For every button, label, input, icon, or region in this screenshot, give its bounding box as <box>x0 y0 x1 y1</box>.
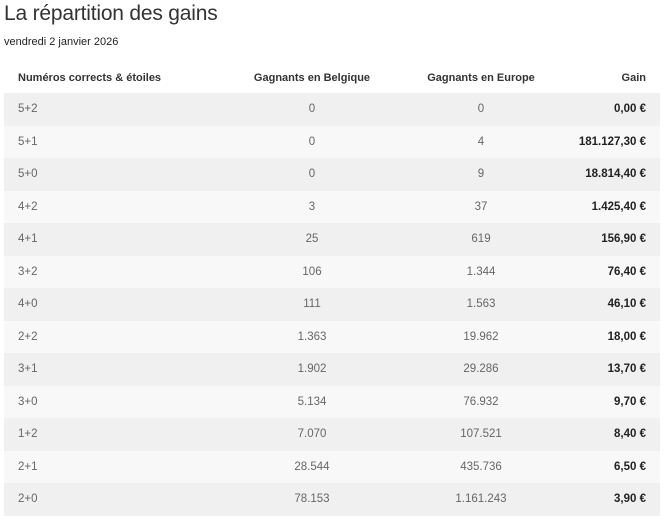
table-row: 4+1 25 619 156,90 € <box>4 223 660 256</box>
cell-matches: 2+2 <box>4 320 218 353</box>
cell-winners-belgium: 25 <box>218 223 406 256</box>
table-row: 2+1 28.544 435.736 6,50 € <box>4 450 660 483</box>
cell-winners-europe: 29.286 <box>406 353 556 386</box>
cell-winners-europe: 19.962 <box>406 320 556 353</box>
cell-matches: 5+1 <box>4 125 218 158</box>
cell-prize: 8,40 € <box>556 418 660 451</box>
cell-winners-belgium: 7.070 <box>218 418 406 451</box>
cell-winners-europe: 76.932 <box>406 385 556 418</box>
cell-winners-belgium: 3 <box>218 190 406 223</box>
cell-prize: 18,00 € <box>556 320 660 353</box>
cell-matches: 1+2 <box>4 418 218 451</box>
cell-winners-belgium: 0 <box>218 93 406 126</box>
cell-matches: 2+0 <box>4 483 218 516</box>
table-row: 3+2 106 1.344 76,40 € <box>4 255 660 288</box>
table-row: 5+2 0 0 0,00 € <box>4 93 660 126</box>
cell-prize: 9,70 € <box>556 385 660 418</box>
prize-distribution-table: Numéros corrects & étoiles Gagnants en B… <box>4 62 660 516</box>
cell-winners-europe: 435.736 <box>406 450 556 483</box>
cell-winners-belgium: 28.544 <box>218 450 406 483</box>
cell-prize: 76,40 € <box>556 255 660 288</box>
table-row: 4+2 3 37 1.425,40 € <box>4 190 660 223</box>
cell-matches: 3+0 <box>4 385 218 418</box>
cell-matches: 4+0 <box>4 288 218 321</box>
cell-winners-europe: 619 <box>406 223 556 256</box>
cell-prize: 0,00 € <box>556 93 660 126</box>
table-row: 5+1 0 4 181.127,30 € <box>4 125 660 158</box>
header-prize: Gain <box>621 71 646 84</box>
cell-winners-europe: 9 <box>406 158 556 191</box>
cell-prize: 1.425,40 € <box>556 190 660 223</box>
table-row: 2+0 78.153 1.161.243 3,90 € <box>4 483 660 516</box>
cell-winners-europe: 4 <box>406 125 556 158</box>
table-row: 3+0 5.134 76.932 9,70 € <box>4 385 660 418</box>
cell-matches: 3+1 <box>4 353 218 386</box>
header-winners-belgium: Gagnants en Belgique <box>253 71 371 84</box>
cell-prize: 181.127,30 € <box>556 125 660 158</box>
table-row: 5+0 0 9 18.814,40 € <box>4 158 660 191</box>
cell-matches: 5+0 <box>4 158 218 191</box>
cell-winners-belgium: 1.902 <box>218 353 406 386</box>
cell-winners-belgium: 1.363 <box>218 320 406 353</box>
cell-winners-belgium: 5.134 <box>218 385 406 418</box>
cell-winners-belgium: 0 <box>218 158 406 191</box>
cell-matches: 2+1 <box>4 450 218 483</box>
header-winners-europe: Gagnants en Europe <box>427 71 535 84</box>
table-header-row: Numéros corrects & étoiles Gagnants en B… <box>4 62 660 93</box>
cell-prize: 13,70 € <box>556 353 660 386</box>
cell-winners-belgium: 106 <box>218 255 406 288</box>
cell-winners-belgium: 0 <box>218 125 406 158</box>
cell-prize: 6,50 € <box>556 450 660 483</box>
cell-winners-europe: 0 <box>406 93 556 126</box>
cell-winners-europe: 107.521 <box>406 418 556 451</box>
cell-winners-europe: 1.563 <box>406 288 556 321</box>
table-row: 1+2 7.070 107.521 8,40 € <box>4 418 660 451</box>
cell-prize: 156,90 € <box>556 223 660 256</box>
draw-date: vendredi 2 janvier 2026 <box>4 36 119 48</box>
cell-winners-belgium: 78.153 <box>218 483 406 516</box>
cell-matches: 3+2 <box>4 255 218 288</box>
cell-matches: 4+1 <box>4 223 218 256</box>
cell-winners-europe: 37 <box>406 190 556 223</box>
cell-winners-europe: 1.344 <box>406 255 556 288</box>
page-title: La répartition des gains <box>4 2 218 25</box>
cell-prize: 3,90 € <box>556 483 660 516</box>
cell-prize: 18.814,40 € <box>556 158 660 191</box>
table-row: 4+0 111 1.563 46,10 € <box>4 288 660 321</box>
header-matches: Numéros corrects & étoiles <box>18 71 162 84</box>
cell-prize: 46,10 € <box>556 288 660 321</box>
table-row: 3+1 1.902 29.286 13,70 € <box>4 353 660 386</box>
cell-matches: 5+2 <box>4 93 218 126</box>
cell-winners-europe: 1.161.243 <box>406 483 556 516</box>
table-row: 2+2 1.363 19.962 18,00 € <box>4 320 660 353</box>
cell-matches: 4+2 <box>4 190 218 223</box>
cell-winners-belgium: 111 <box>218 288 406 321</box>
